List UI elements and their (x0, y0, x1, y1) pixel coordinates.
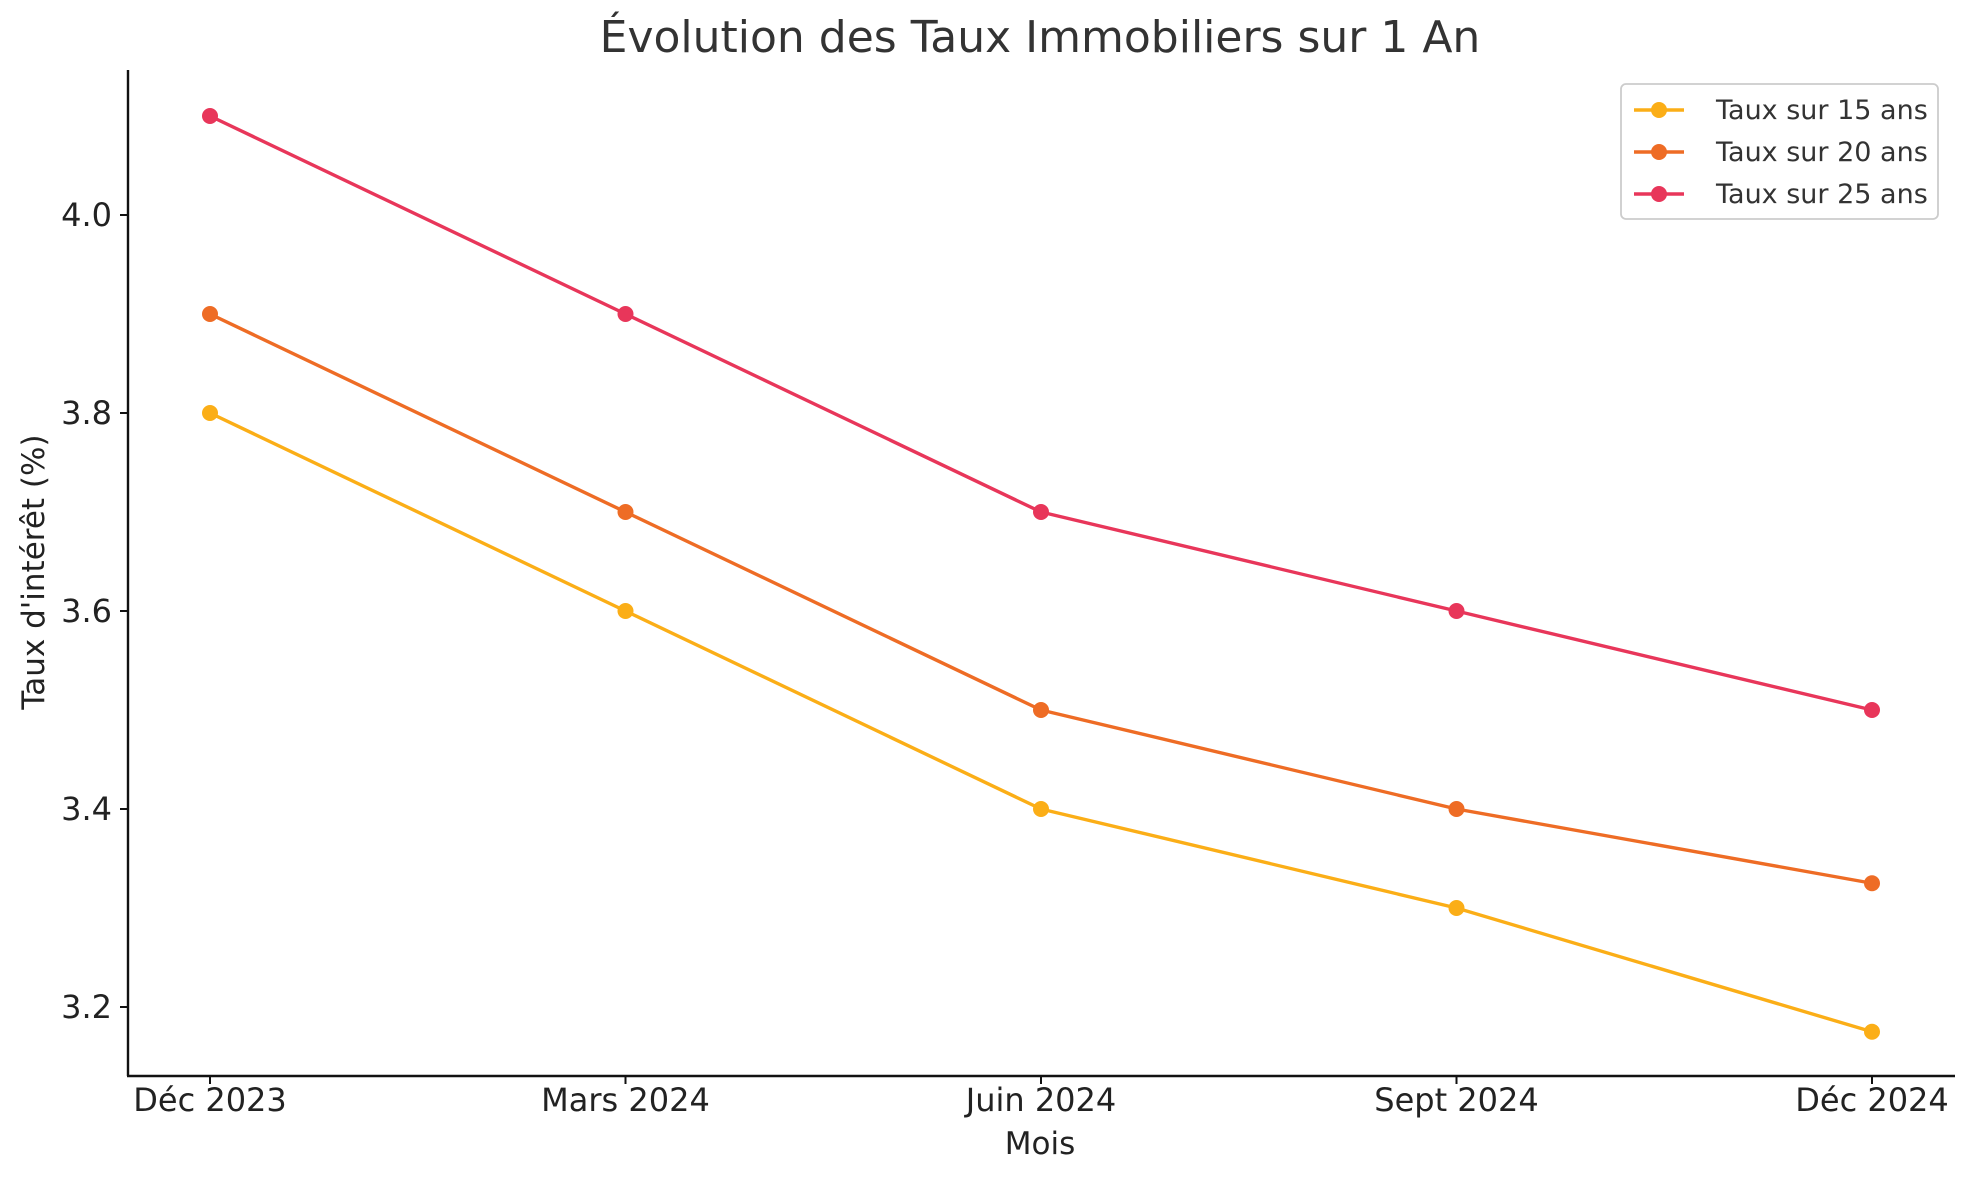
data-point (1864, 1023, 1880, 1040)
data-point (617, 306, 634, 322)
data-point (1864, 875, 1880, 892)
legend-items: Taux sur 15 ans Taux sur 20 ans Taux sur 2… (1634, 95, 1928, 210)
x-tick-label: Sept 2024 (1374, 1081, 1538, 1119)
series-group (202, 405, 1880, 1040)
legend-swatch-marker (1651, 186, 1667, 202)
y-ticks: 3.2 3.4 3.6 3.8 4.0 (61, 196, 128, 1026)
data-point (1033, 504, 1049, 520)
y-tick-label: 3.2 (61, 988, 112, 1026)
data-point (617, 504, 634, 520)
series-group (202, 306, 1880, 892)
data-point (202, 306, 218, 322)
x-tick-label: Mars 2024 (541, 1081, 710, 1119)
data-point (1448, 801, 1465, 817)
series-group (202, 108, 1880, 718)
data-point (202, 405, 218, 421)
series-line (208, 312, 1874, 885)
x-axis-label: Mois (1005, 1126, 1075, 1162)
legend-item: Taux sur 20 ans (1634, 137, 1928, 168)
data-point (617, 603, 634, 619)
legend-box (1620, 83, 1939, 220)
legend-label: Taux sur 25 ans (1715, 179, 1928, 210)
y-tick-label: 3.8 (61, 394, 112, 432)
legend-item: Taux sur 15 ans (1634, 95, 1928, 126)
x-ticks: Déc 2023 Mars 2024 Juin 2024 Sept 2024 Déc 2… (133, 1076, 1949, 1119)
axes (126, 70, 1955, 1078)
x-tick-label: Déc 2023 (133, 1081, 287, 1119)
data-point (1033, 702, 1049, 718)
series-layer (202, 108, 1880, 1040)
data-point (1448, 900, 1465, 916)
y-axis-label: Taux d'intérêt (%) (16, 434, 52, 710)
legend-item: Taux sur 25 ans (1634, 179, 1928, 210)
x-tick-label: Juin 2024 (964, 1081, 1117, 1119)
y-tick-label: 3.4 (61, 790, 112, 828)
data-point (1448, 603, 1465, 619)
y-tick-label: 3.6 (61, 592, 112, 630)
legend-label: Taux sur 15 ans (1715, 95, 1928, 126)
x-tick-label: Déc 2024 (1795, 1081, 1949, 1119)
legend-swatch-marker (1651, 102, 1667, 118)
data-point (1033, 801, 1049, 817)
legend-label: Taux sur 20 ans (1715, 137, 1928, 168)
legend: Taux sur 15 ans Taux sur 20 ans Taux sur 2… (1620, 83, 1939, 220)
y-tick-label: 4.0 (61, 196, 112, 234)
data-point (1864, 702, 1880, 718)
legend-swatch-marker (1651, 144, 1667, 160)
chart-title: Évolution des Taux Immobiliers sur 1 An (600, 10, 1481, 63)
data-point (202, 108, 218, 124)
